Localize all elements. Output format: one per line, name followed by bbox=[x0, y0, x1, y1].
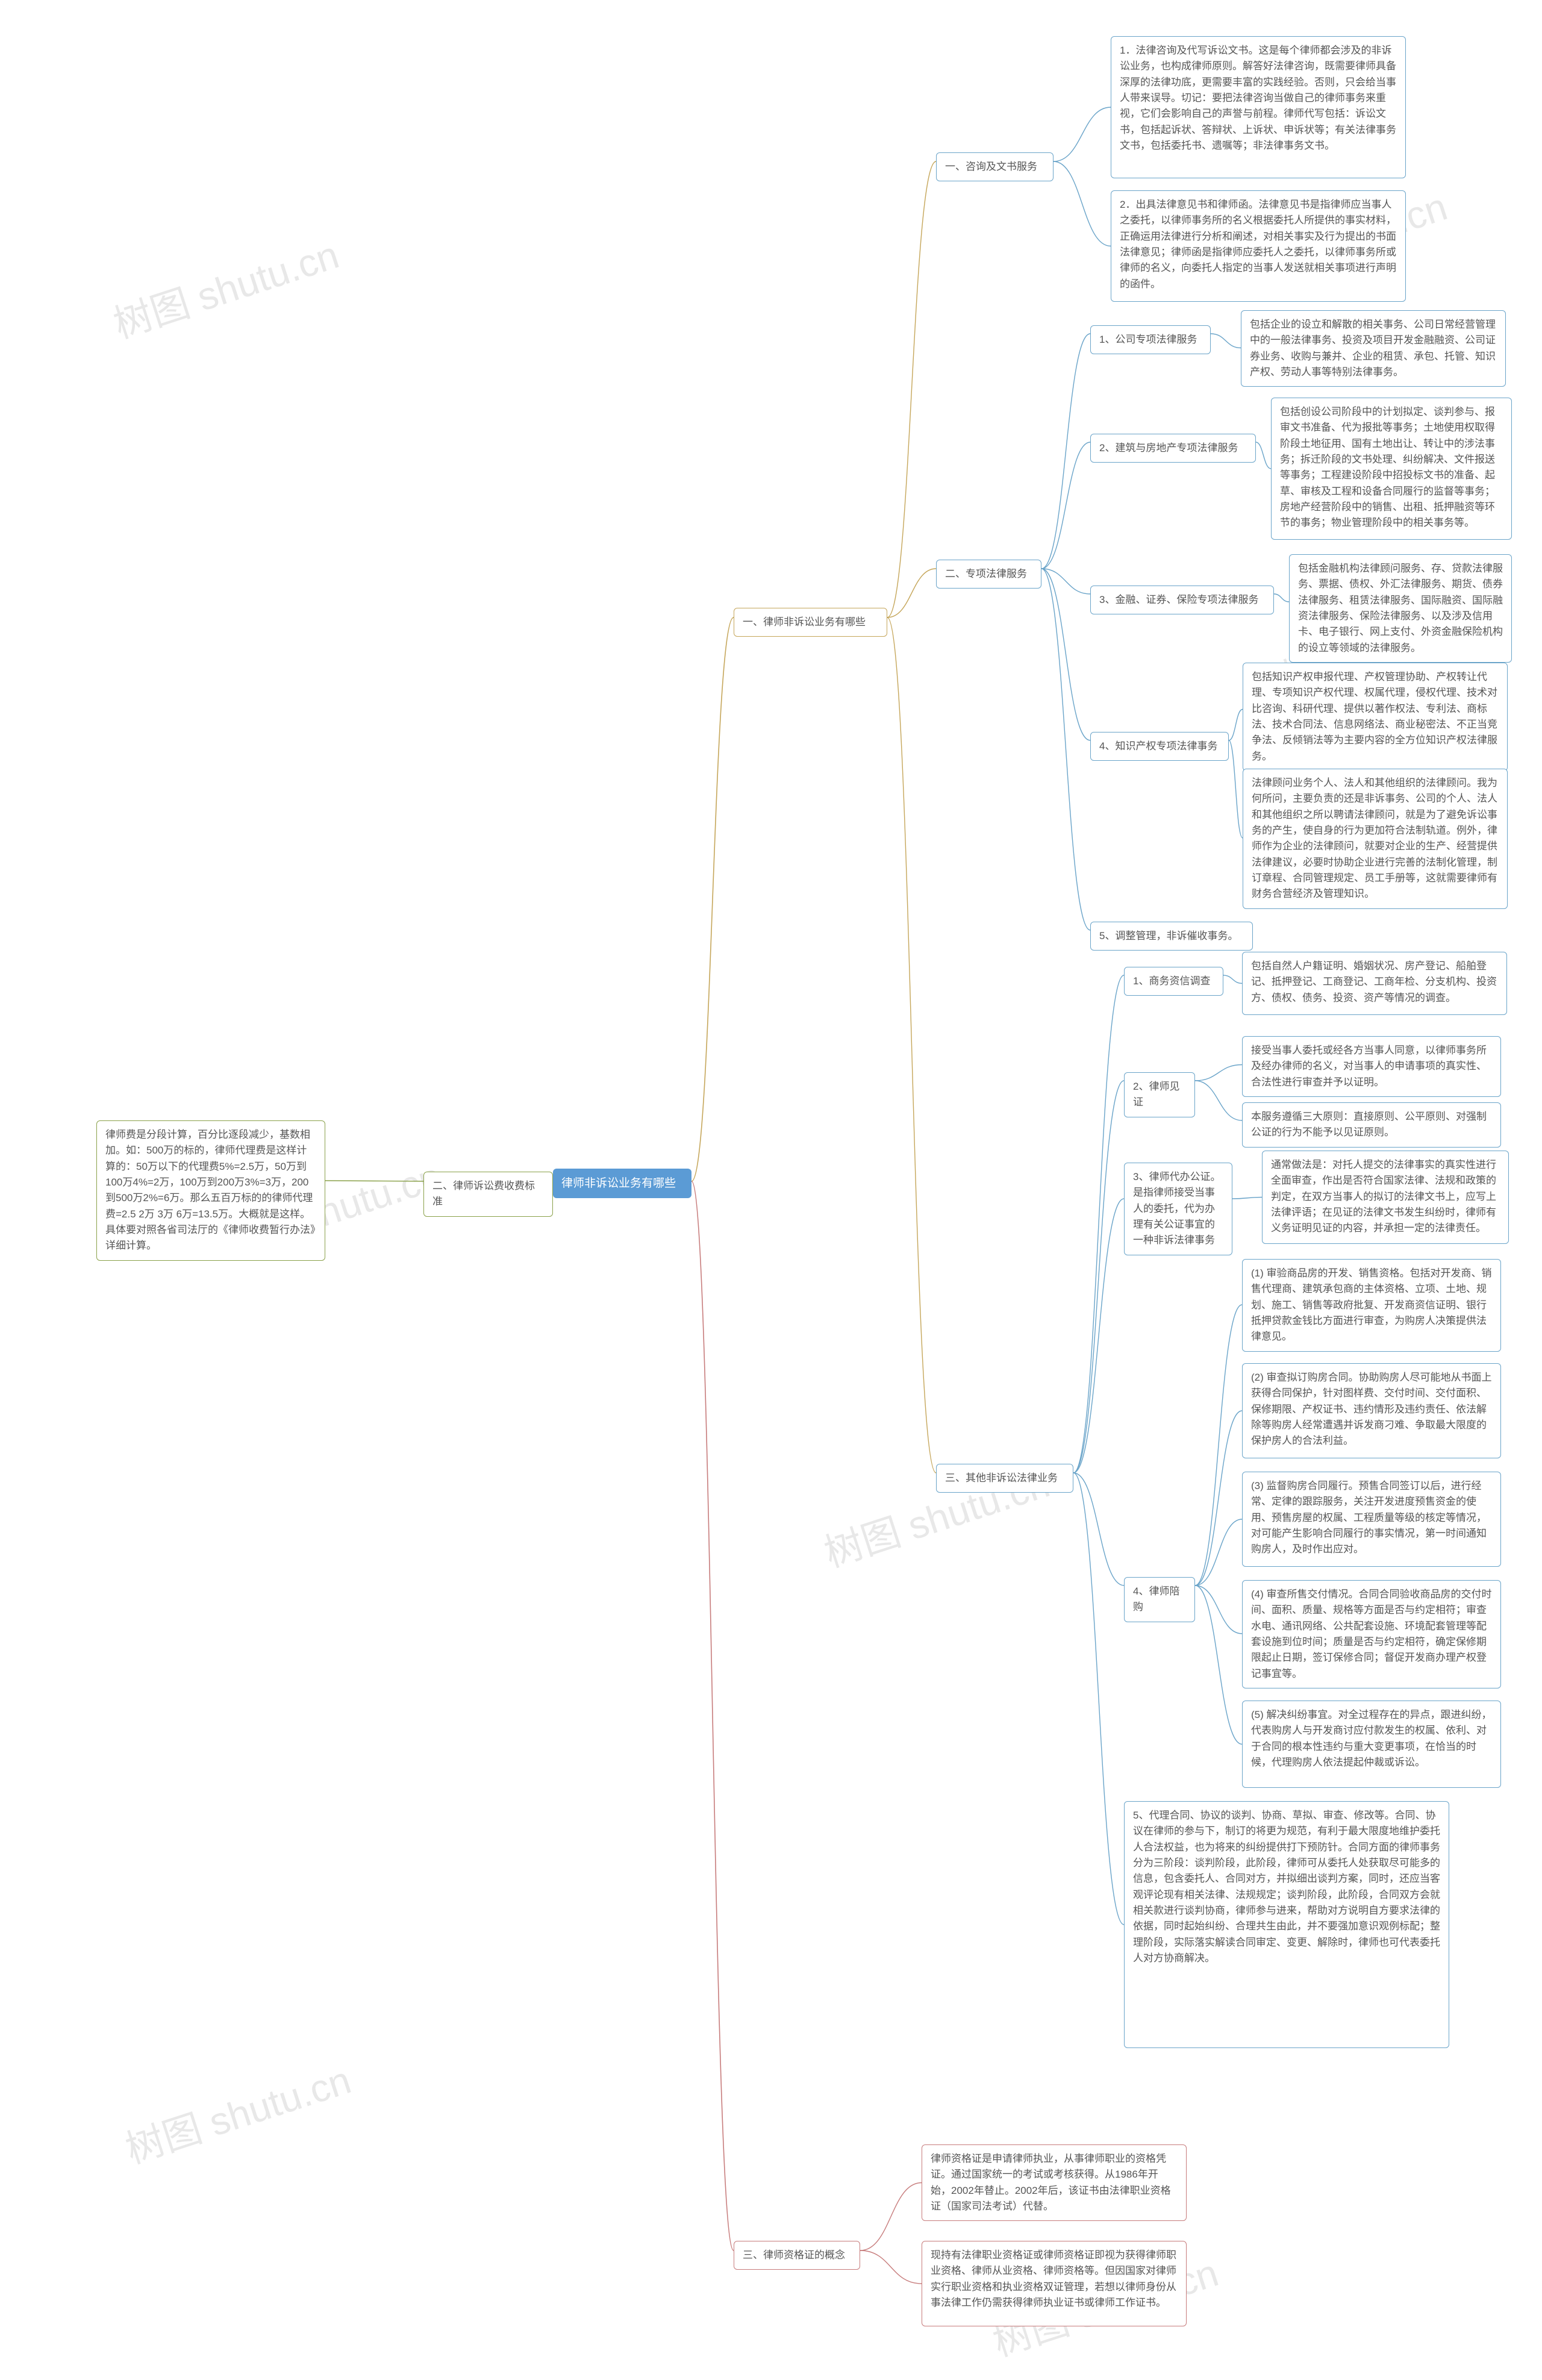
leaf-node: 通常做法是：对托人提交的法律事实的真实性进行全面审查，作出是否符合国家法律、法规… bbox=[1262, 1151, 1509, 1244]
level2-node: 一、咨询及文书服务 bbox=[936, 152, 1053, 181]
level2-node: 二、专项法律服务 bbox=[936, 560, 1041, 589]
leaf-node: 现持有法律职业资格证或律师资格证即视为获得律师职业资格、律师从业资格、律师资格等… bbox=[922, 2241, 1187, 2326]
leaf-node: (4) 审查所售交付情况。合同合同验收商品房的交付时间、面积、质量、规格等方面是… bbox=[1242, 1580, 1501, 1688]
watermark: 树图 shutu.cn bbox=[105, 224, 345, 349]
level1-node: 二、律师诉讼费收费标准 bbox=[423, 1172, 553, 1217]
leaf-node: 律师资格证是申请律师执业，从事律师职业的资格凭证。通过国家统一的考试或考核获得。… bbox=[922, 2144, 1187, 2221]
level3-node: 5、代理合同、协议的谈判、协商、草拟、审查、修改等。合同、协议在律师的参与下，制… bbox=[1124, 1801, 1449, 2048]
leaf-node: 法律顾问业务个人、法人和其他组织的法律顾问。我为何所问，主要负责的还是非诉事务、… bbox=[1243, 769, 1508, 909]
level3-node: 5、调整管理，非诉催收事务。 bbox=[1090, 922, 1253, 951]
leaf-node: (1) 审验商品房的开发、销售资格。包括对开发商、销售代理商、建筑承包商的主体资… bbox=[1242, 1259, 1501, 1352]
leaf-node: 包括知识产权申报代理、产权管理协助、产权转让代理、专项知识产权代理、权属代理，侵… bbox=[1243, 663, 1508, 771]
level3-node: 4、知识产权专项法律事务 bbox=[1090, 732, 1229, 761]
explanation-b2: 律师费是分段计算，百分比逐段减少，基数相加。如：500万的标的，律师代理费是这样… bbox=[96, 1120, 325, 1261]
level3-node: 1、商务资信调查 bbox=[1124, 967, 1223, 996]
level1-node: 三、律师资格证的概念 bbox=[734, 2241, 860, 2270]
watermark: 树图 shutu.cn bbox=[117, 2049, 357, 2174]
leaf-node: 包括企业的设立和解散的相关事务、公司日常经营管理中的一般法律事务、投资及项目开发… bbox=[1241, 310, 1506, 387]
leaf-node: (5) 解决纠纷事宜。对全过程存在的异点，跟进纠纷，代表购房人与开发商讨应付款发… bbox=[1242, 1701, 1501, 1788]
leaf-node: (2) 审查拟订购房合同。协助购房人尽可能地从书面上获得合同保护，针对图样费、交… bbox=[1242, 1363, 1501, 1458]
level3-node: 3、律师代办公证。是指律师接受当事人的委托，代为办理有关公证事宜的一种非诉法律事… bbox=[1124, 1163, 1232, 1255]
root-node: 律师非诉讼业务有哪些 bbox=[553, 1169, 691, 1198]
level3-node: 2．出具法律意见书和律师函。法律意见书是指律师应当事人之委托，以律师事务所的名义… bbox=[1111, 190, 1406, 302]
leaf-node: 本服务遵循三大原则：直接原则、公平原则、对强制公证的行为不能予以见证原则。 bbox=[1242, 1102, 1501, 1148]
leaf-node: 包括金融机构法律顾问服务、存、贷款法律服务、票据、债权、外汇法律服务、期货、债券… bbox=[1289, 554, 1512, 663]
level3-node: 1、公司专项法律服务 bbox=[1090, 325, 1211, 354]
leaf-node: 接受当事人委托或经各方当事人同意，以律师事务所及经办律师的名义，对当事人的申请事… bbox=[1242, 1036, 1501, 1097]
level3-node: 4、律师陪购 bbox=[1124, 1577, 1195, 1622]
leaf-node: 包括自然人户籍证明、婚姻状况、房产登记、船舶登记、抵押登记、工商登记、工商年检、… bbox=[1242, 952, 1507, 1015]
level3-node: 2、建筑与房地产专项法律服务 bbox=[1090, 434, 1256, 463]
level2-node: 三、其他非诉讼法律业务 bbox=[936, 1464, 1073, 1493]
level1-node: 一、律师非诉讼业务有哪些 bbox=[734, 608, 887, 637]
leaf-node: 包括创设公司阶段中的计划拟定、谈判参与、报审文书准备、代为报批等事务；土地使用权… bbox=[1271, 398, 1512, 540]
leaf-node: (3) 监督购房合同履行。预售合同签订以后，进行经常、定律的跟踪服务，关注开发进… bbox=[1242, 1472, 1501, 1567]
level3-node: 1．法律咨询及代写诉讼文书。这是每个律师都会涉及的非诉讼业务，也构成律师原则。解… bbox=[1111, 36, 1406, 178]
level3-node: 3、金融、证券、保险专项法律服务 bbox=[1090, 586, 1274, 614]
level3-node: 2、律师见证 bbox=[1124, 1072, 1195, 1117]
